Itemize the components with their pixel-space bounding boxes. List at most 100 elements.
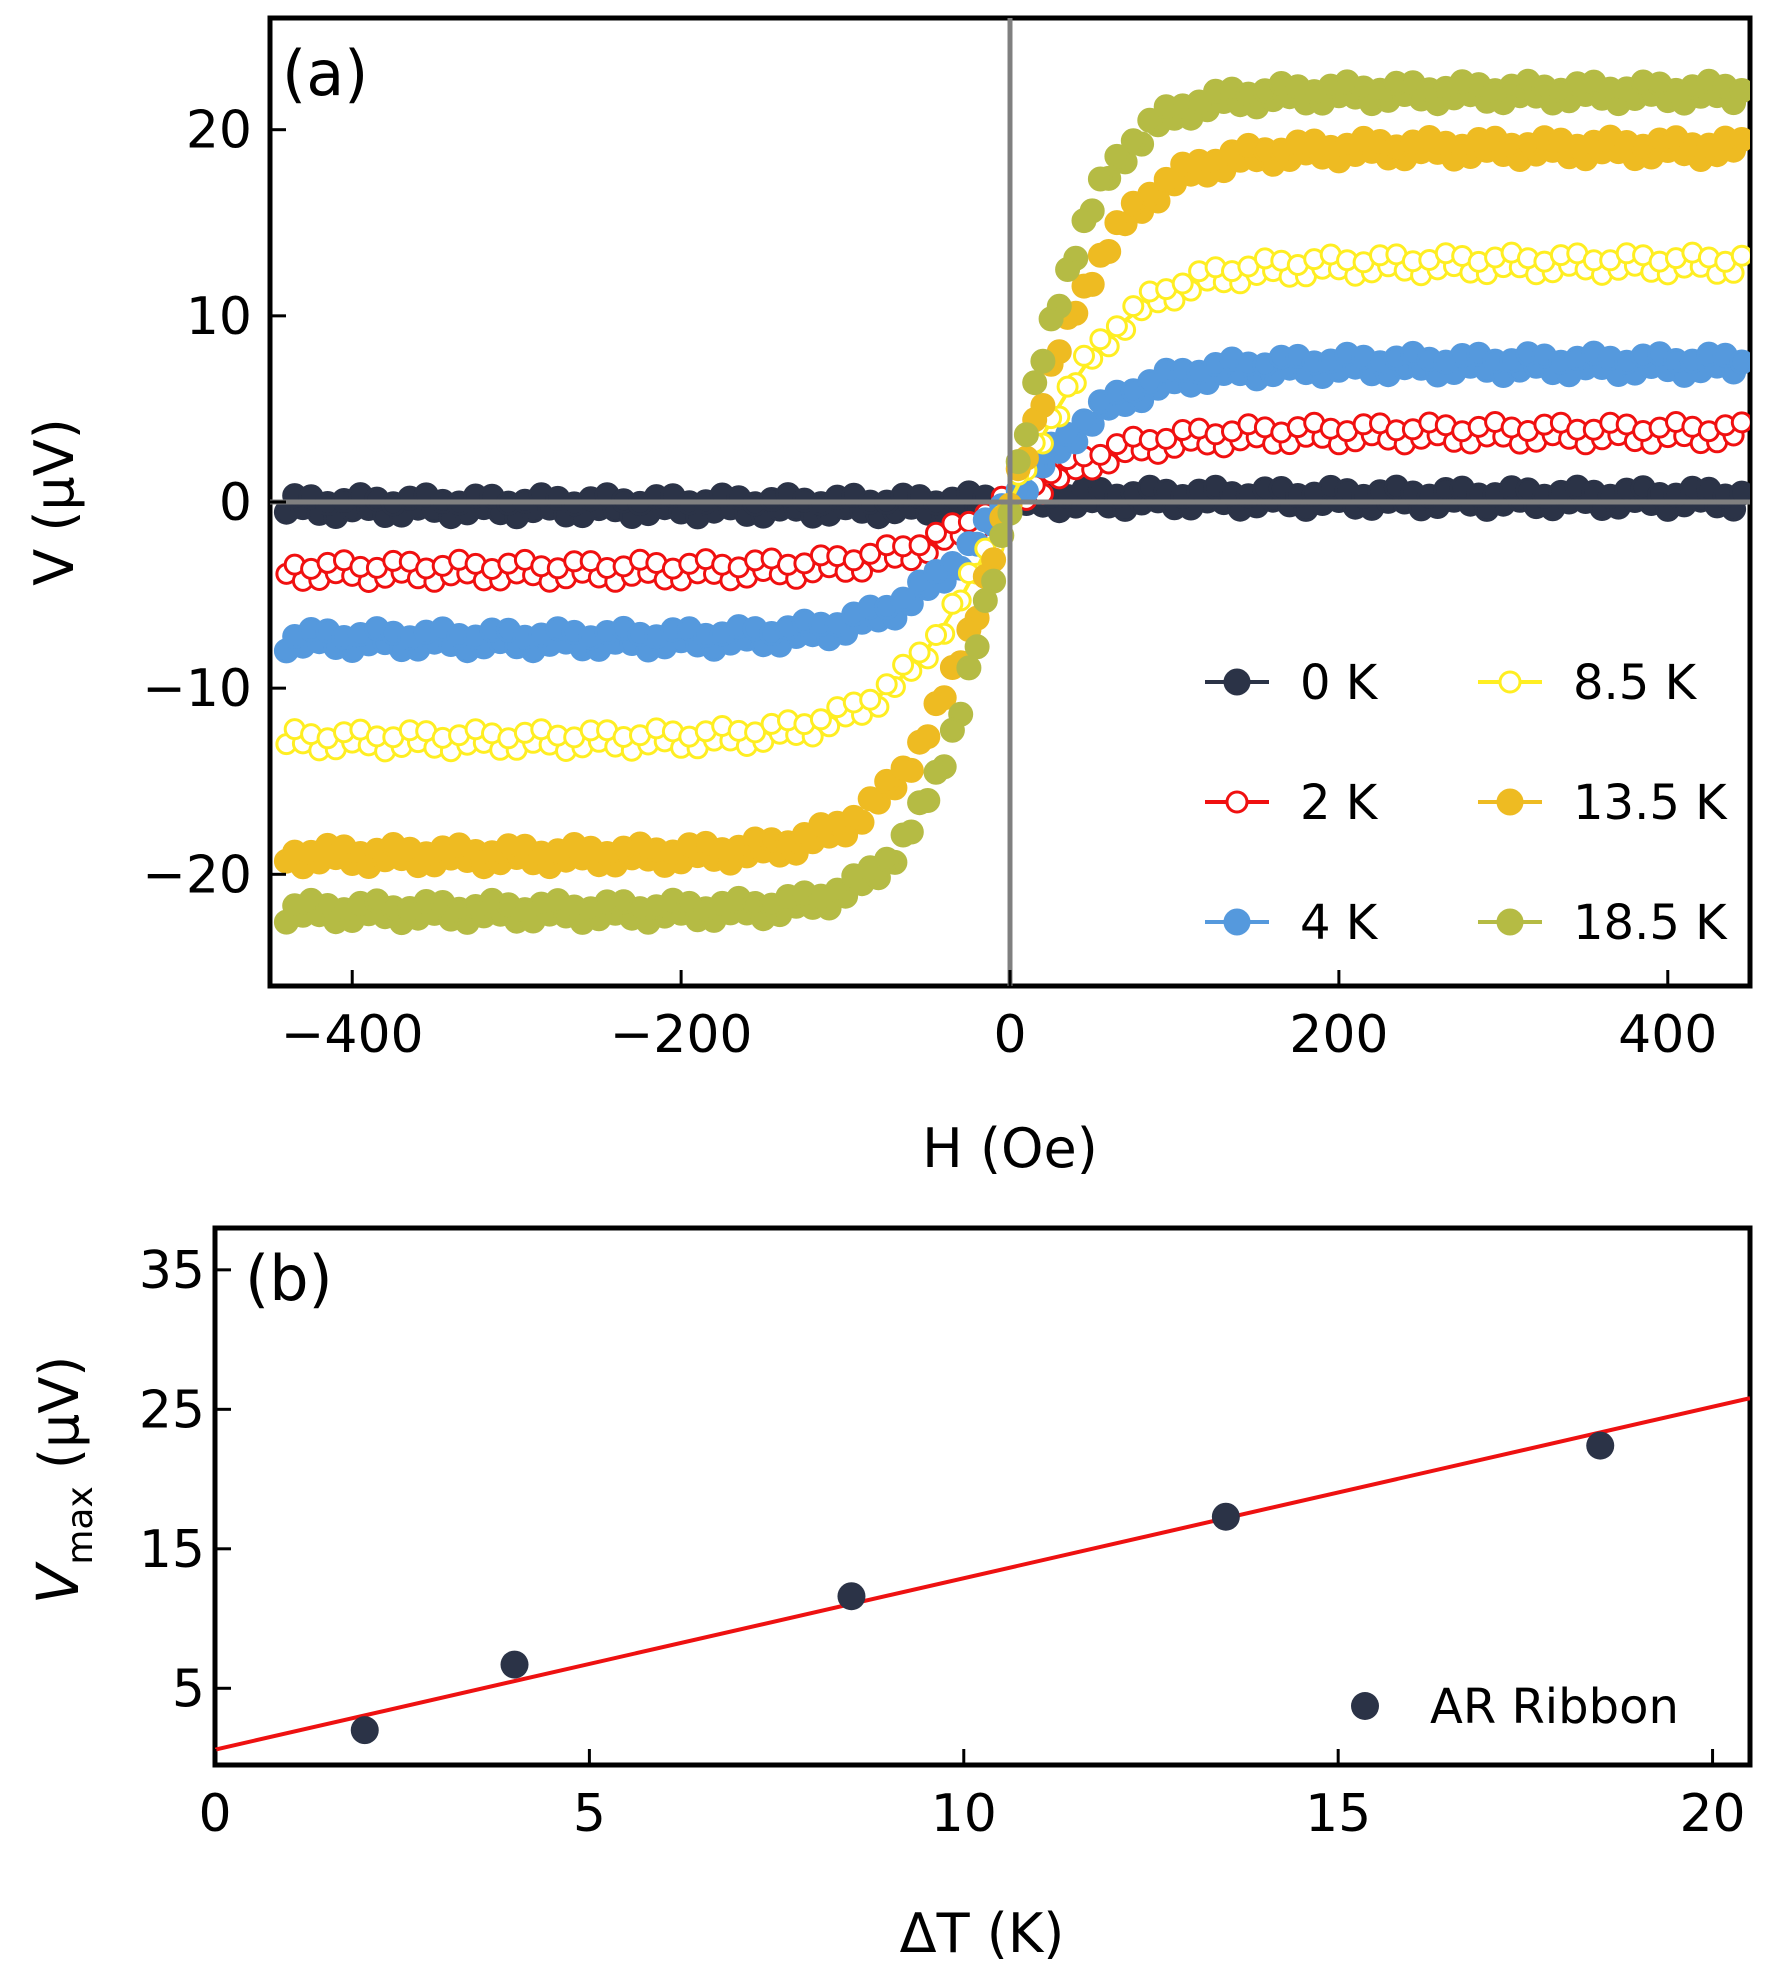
data-point bbox=[500, 1650, 529, 1679]
data-point bbox=[1120, 128, 1146, 154]
series-18-5-k bbox=[273, 68, 1750, 936]
data-point bbox=[1030, 348, 1056, 374]
legend-marker bbox=[1498, 670, 1522, 694]
panel-b-x-axis-label: ΔT (K) bbox=[900, 1902, 1065, 1965]
panel-b-legend: AR Ribbon bbox=[1351, 1679, 1679, 1735]
data-point bbox=[907, 790, 933, 816]
data-point bbox=[744, 721, 767, 744]
panel-a-y-axis-label: V (μV) bbox=[23, 418, 86, 586]
panel-b-x-tick-label: 15 bbox=[1305, 1784, 1371, 1844]
panel-a-y-tick-label: −20 bbox=[142, 845, 252, 905]
panel-a-series-group bbox=[273, 68, 1750, 936]
panel-b-y-axis-label-main: V bbox=[24, 1560, 92, 1604]
legend-label: AR Ribbon bbox=[1430, 1679, 1679, 1735]
panel-b-y-axis-label-unit: (μV) bbox=[28, 1356, 91, 1487]
panel-a-reference-lines bbox=[270, 18, 1750, 986]
data-point bbox=[874, 846, 900, 872]
panel-b-y-axis-label-sub: max bbox=[60, 1486, 101, 1564]
data-point bbox=[939, 717, 965, 743]
legend-entry-8-5-k: 8.5 K bbox=[1478, 655, 1698, 711]
data-point bbox=[1005, 449, 1031, 475]
legend-marker bbox=[1351, 1692, 1379, 1720]
data-point bbox=[1137, 107, 1163, 133]
data-point bbox=[972, 588, 998, 613]
legend-entry-0-k: 0 K bbox=[1205, 655, 1379, 711]
panel-a-legend: 0 K 8.5 K 2 K 13.5 K 4 K 18.5 K bbox=[1205, 655, 1728, 951]
panel-b: 0 5 10 15 20 5 15 25 35 (b) ΔT (K) Vmax (μV) AR… bbox=[24, 1225, 1753, 1965]
data-point bbox=[1586, 1431, 1615, 1460]
data-point bbox=[874, 768, 900, 794]
data-point bbox=[890, 822, 916, 848]
data-point bbox=[837, 1582, 866, 1611]
panel-a-x-tick-label: 0 bbox=[993, 1005, 1026, 1065]
data-point bbox=[1055, 257, 1081, 282]
data-point bbox=[824, 877, 850, 903]
panel-a-y-tick-label: 10 bbox=[186, 287, 252, 347]
panel-b-x-ticks: 0 5 10 15 20 bbox=[198, 1749, 1746, 1844]
data-point bbox=[1104, 143, 1130, 169]
data-point bbox=[925, 521, 947, 544]
data-point bbox=[923, 691, 949, 717]
series-4-k bbox=[273, 340, 1750, 664]
panel-b-x-tick-label: 0 bbox=[198, 1784, 231, 1844]
panel-b-y-tick-label: 25 bbox=[139, 1380, 205, 1440]
data-point bbox=[1211, 1502, 1240, 1531]
data-point bbox=[809, 708, 832, 731]
panel-a-x-axis-label: H (Oe) bbox=[922, 1117, 1098, 1180]
data-point bbox=[859, 688, 882, 711]
panel-b-y-tick-label: 5 bbox=[172, 1659, 205, 1719]
panel-b-y-tick-label: 35 bbox=[139, 1241, 205, 1301]
data-point bbox=[1122, 295, 1145, 318]
panel-a-y-tick-label: 0 bbox=[219, 473, 252, 533]
data-point bbox=[925, 624, 947, 646]
data-point bbox=[890, 755, 916, 781]
data-point bbox=[1022, 370, 1048, 396]
legend-marker bbox=[1223, 908, 1251, 936]
data-point bbox=[941, 592, 964, 615]
data-point bbox=[1087, 242, 1113, 268]
legend-entry-2-k: 2 K bbox=[1205, 775, 1379, 831]
panel-a-x-tick-label: −200 bbox=[610, 1005, 753, 1065]
data-point bbox=[1087, 166, 1113, 192]
data-point bbox=[1056, 375, 1079, 398]
panel-a-y-ticks: −20 −10 0 10 20 bbox=[142, 101, 286, 905]
data-point bbox=[1137, 181, 1163, 207]
legend-marker bbox=[1496, 908, 1524, 936]
legend-entry-4-k: 4 K bbox=[1205, 895, 1379, 951]
data-point bbox=[908, 534, 931, 557]
data-point bbox=[939, 551, 965, 576]
data-point bbox=[1104, 210, 1130, 236]
data-point bbox=[956, 655, 982, 681]
data-point bbox=[989, 523, 1015, 548]
data-point bbox=[1171, 272, 1194, 295]
panel-b-x-tick-label: 10 bbox=[931, 1784, 997, 1844]
panel-b-y-ticks: 5 15 25 35 bbox=[139, 1241, 231, 1719]
data-point bbox=[859, 542, 882, 565]
panel-b-frame bbox=[212, 1225, 1753, 1768]
data-point bbox=[1089, 443, 1112, 466]
data-point bbox=[907, 729, 933, 755]
data-point bbox=[1071, 208, 1097, 234]
legend-label: 13.5 K bbox=[1573, 775, 1728, 831]
panel-a-y-tick-label: −10 bbox=[142, 659, 252, 719]
legend-label: 0 K bbox=[1300, 655, 1379, 711]
legend-entry-18-5-k: 18.5 K bbox=[1478, 895, 1728, 951]
legend-label: 18.5 K bbox=[1573, 895, 1728, 951]
data-point bbox=[1729, 349, 1750, 375]
data-point bbox=[923, 759, 949, 785]
panel-b-y-axis-label: Vmax (μV) bbox=[24, 1356, 101, 1605]
data-point bbox=[1013, 422, 1039, 448]
panel-a-x-ticks: −400 −200 0 200 400 bbox=[281, 970, 1717, 1065]
data-point bbox=[1729, 127, 1750, 152]
panel-a-label: (a) bbox=[282, 37, 368, 110]
data-point bbox=[892, 653, 915, 676]
data-point bbox=[841, 804, 867, 830]
legend-marker bbox=[1223, 668, 1251, 696]
panel-a: −400 −200 0 200 400 −20 −10 0 10 20 (a) H (Oe) V… bbox=[23, 15, 1753, 1180]
data-point bbox=[1071, 273, 1097, 299]
data-point bbox=[1730, 411, 1750, 434]
panel-b-x-tick-label: 5 bbox=[573, 1784, 606, 1844]
data-point bbox=[1089, 328, 1112, 351]
panel-a-x-tick-label: 400 bbox=[1618, 1005, 1717, 1065]
